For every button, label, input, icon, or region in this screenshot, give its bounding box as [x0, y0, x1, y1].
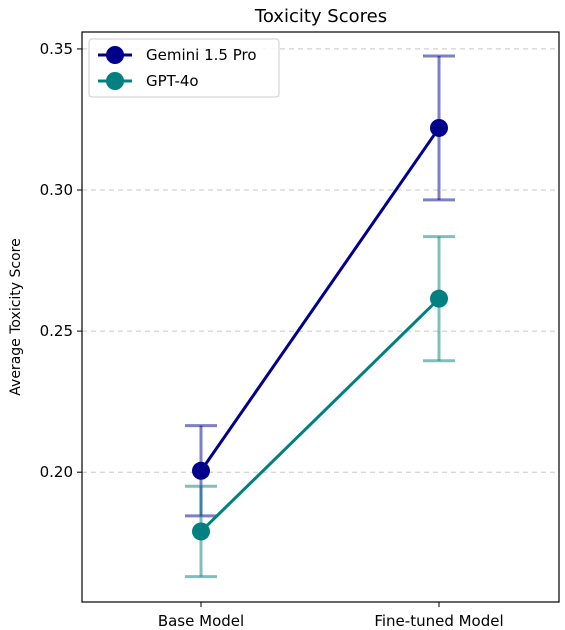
x-axis-ticks: Base Model Fine-tuned Model: [158, 602, 504, 630]
y-axis-ticks: 0.20 0.25 0.30 0.35: [40, 40, 82, 481]
x-tick-label: Fine-tuned Model: [374, 612, 503, 630]
data-point: [192, 461, 210, 480]
series-line: [199, 297, 441, 533]
grid-lines: [82, 48, 559, 473]
data-point: [430, 289, 448, 308]
legend-marker: [106, 72, 124, 90]
legend-label: GPT-4o: [146, 72, 199, 90]
x-tick-label: Base Model: [158, 612, 244, 630]
y-tick-label: 0.35: [40, 40, 73, 58]
legend-marker: [106, 46, 124, 64]
data-point: [430, 118, 448, 137]
y-tick-label: 0.25: [40, 322, 73, 340]
legend: Gemini 1.5 Pro GPT-4o: [88, 38, 280, 98]
series-layer: [185, 54, 455, 579]
y-axis-label: Average Toxicity Score: [8, 238, 24, 395]
data-point: [192, 522, 210, 541]
legend-label: Gemini 1.5 Pro: [146, 46, 257, 64]
series-line: [199, 127, 441, 472]
chart-title: Toxicity Scores: [254, 6, 387, 27]
y-tick-label: 0.30: [40, 181, 73, 199]
plot-frame: [81, 31, 560, 603]
legend-box: [88, 38, 280, 98]
y-tick-label: 0.20: [40, 463, 73, 481]
